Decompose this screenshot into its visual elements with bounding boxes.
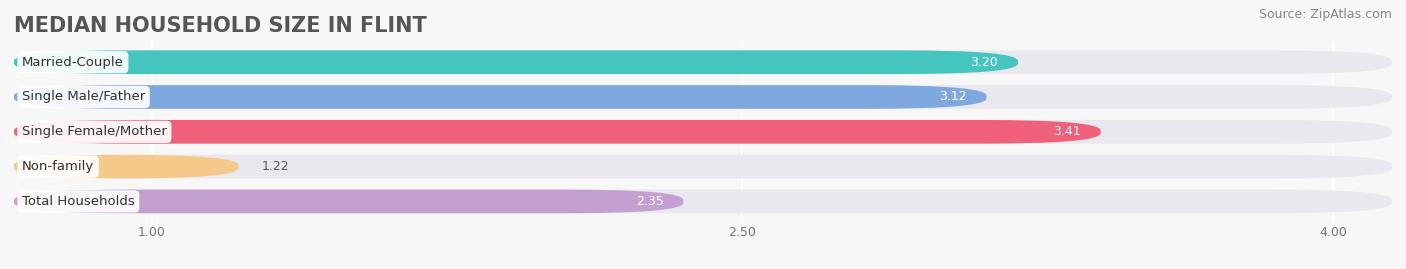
FancyBboxPatch shape [14,85,987,109]
FancyBboxPatch shape [14,50,1392,74]
Text: 3.20: 3.20 [970,56,998,69]
FancyBboxPatch shape [14,120,1101,144]
FancyBboxPatch shape [14,120,1392,144]
Text: Non-family: Non-family [22,160,94,173]
FancyBboxPatch shape [14,190,1392,213]
FancyBboxPatch shape [14,190,683,213]
Text: Single Female/Mother: Single Female/Mother [22,125,167,138]
FancyBboxPatch shape [14,85,1392,109]
Text: 3.41: 3.41 [1053,125,1081,138]
Text: 2.35: 2.35 [636,195,664,208]
Text: Total Households: Total Households [22,195,135,208]
Text: 3.12: 3.12 [939,90,967,104]
Text: MEDIAN HOUSEHOLD SIZE IN FLINT: MEDIAN HOUSEHOLD SIZE IN FLINT [14,16,427,36]
Text: Source: ZipAtlas.com: Source: ZipAtlas.com [1258,8,1392,21]
Text: 1.22: 1.22 [262,160,290,173]
FancyBboxPatch shape [14,50,1018,74]
Text: Married-Couple: Married-Couple [22,56,124,69]
FancyBboxPatch shape [14,155,1392,178]
Text: Single Male/Father: Single Male/Father [22,90,145,104]
FancyBboxPatch shape [14,155,239,178]
